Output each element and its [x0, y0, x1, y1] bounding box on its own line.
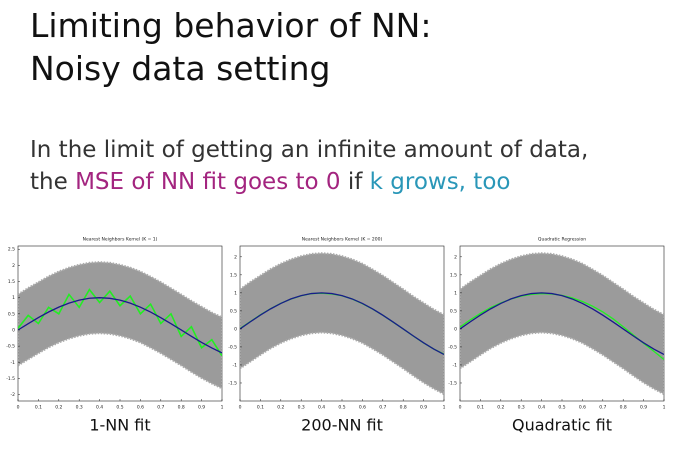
y-tick-label: 1	[454, 290, 457, 296]
fit-line	[240, 292, 444, 356]
y-tick-label: -0.5	[6, 344, 15, 350]
x-tick-label: 0.4	[96, 405, 103, 411]
x-tick-label: 1	[221, 405, 224, 411]
plot-title: Quadratic Regression	[538, 237, 586, 243]
plot-area	[240, 252, 444, 396]
y-tick-label: -1	[453, 362, 458, 368]
y-tick-label: -0.5	[448, 344, 457, 350]
fit-line	[460, 292, 664, 356]
subtitle-line: the MSE of NN fit goes to 0 if k grows, …	[30, 166, 588, 198]
y-tick-label: 2	[12, 263, 15, 269]
caption: 1-NN fit	[89, 416, 150, 435]
x-tick-label: 0.9	[640, 405, 647, 411]
y-tick-label: 0.5	[450, 308, 457, 314]
x-tick-label: 0.2	[55, 405, 62, 411]
x-tick-label: 0.9	[420, 405, 427, 411]
x-tick-label: 0.1	[257, 405, 264, 411]
y-tick-label: -1.5	[228, 380, 237, 386]
y-tick-label: 2.5	[8, 247, 15, 253]
x-tick-label: 0.7	[157, 405, 164, 411]
y-tick-label: 0.5	[8, 311, 15, 317]
plot-area	[18, 261, 222, 390]
x-tick-label: 0.4	[318, 405, 325, 411]
x-tick-label: 0.8	[400, 405, 407, 411]
y-tick-label: 1	[234, 290, 237, 296]
subtitle-segment: the	[30, 169, 76, 195]
x-tick-label: 0	[459, 405, 462, 411]
subtitle-segment: k grows, too	[369, 169, 511, 195]
plot-title: Nearest Neighbors Kernel (K = 1)	[83, 237, 158, 243]
y-tick-label: -2	[11, 392, 16, 398]
x-tick-label: 0	[17, 405, 20, 411]
y-tick-label: -1	[11, 360, 16, 366]
x-tick-label: 0.6	[579, 405, 586, 411]
x-tick-label: 0.5	[116, 405, 123, 411]
x-tick-label: 0.6	[359, 405, 366, 411]
y-tick-label: -0.5	[228, 344, 237, 350]
x-tick-label: 0.9	[198, 405, 205, 411]
y-tick-label: 1.5	[230, 272, 237, 278]
x-tick-label: 0.7	[379, 405, 386, 411]
x-tick-label: 0.2	[277, 405, 284, 411]
y-tick-label: 2	[454, 254, 457, 260]
y-tick-label: 2	[234, 254, 237, 260]
x-tick-label: 0.6	[137, 405, 144, 411]
x-tick-label: 0	[239, 405, 242, 411]
x-tick-label: 0.1	[477, 405, 484, 411]
x-tick-label: 0.8	[178, 405, 185, 411]
x-tick-label: 0.3	[76, 405, 83, 411]
y-tick-label: 0.5	[230, 308, 237, 314]
caption: 200-NN fit	[301, 416, 383, 435]
x-tick-label: 0.3	[298, 405, 305, 411]
x-tick-label: 0.3	[518, 405, 525, 411]
y-tick-label: 0	[454, 326, 457, 332]
subtitle-line: In the limit of getting an infinite amou…	[30, 134, 588, 166]
y-tick-label: -1	[233, 362, 238, 368]
y-tick-label: 0	[12, 327, 15, 333]
y-tick-label: -1.5	[448, 380, 457, 386]
x-tick-label: 0.4	[538, 405, 545, 411]
caption: Quadratic fit	[512, 416, 612, 435]
x-tick-label: 0.7	[599, 405, 606, 411]
x-tick-label: 1	[443, 405, 446, 411]
plot-area	[460, 252, 664, 396]
slide-title: Limiting behavior of NN: Noisy data sett…	[30, 4, 431, 90]
x-tick-label: 0.5	[338, 405, 345, 411]
title-line: Limiting behavior of NN:	[30, 6, 432, 45]
subtitle-segment: MSE of NN fit goes to 0	[75, 169, 341, 195]
x-tick-label: 0.8	[620, 405, 627, 411]
y-tick-label: 1.5	[8, 279, 15, 285]
y-tick-label: 1.5	[450, 272, 457, 278]
fit-line	[18, 288, 222, 357]
subtitle-segment: if	[340, 169, 370, 195]
data-cloud	[460, 252, 664, 396]
y-tick-label: -1.5	[6, 376, 15, 382]
y-tick-label: 0	[234, 326, 237, 332]
plot-title: Nearest Neighbors Kernel (K = 200)	[302, 237, 383, 243]
fit-line	[18, 297, 222, 354]
x-tick-label: 0.5	[558, 405, 565, 411]
x-tick-label: 0.1	[35, 405, 42, 411]
data-cloud	[240, 252, 444, 396]
subtitle: In the limit of getting an infinite amou…	[30, 134, 588, 198]
x-tick-label: 0.2	[497, 405, 504, 411]
title-line: Noisy data setting	[30, 49, 331, 88]
x-tick-label: 1	[663, 405, 666, 411]
subtitle-segment: In the limit of getting an infinite amou…	[30, 137, 589, 163]
y-tick-label: 1	[12, 295, 15, 301]
